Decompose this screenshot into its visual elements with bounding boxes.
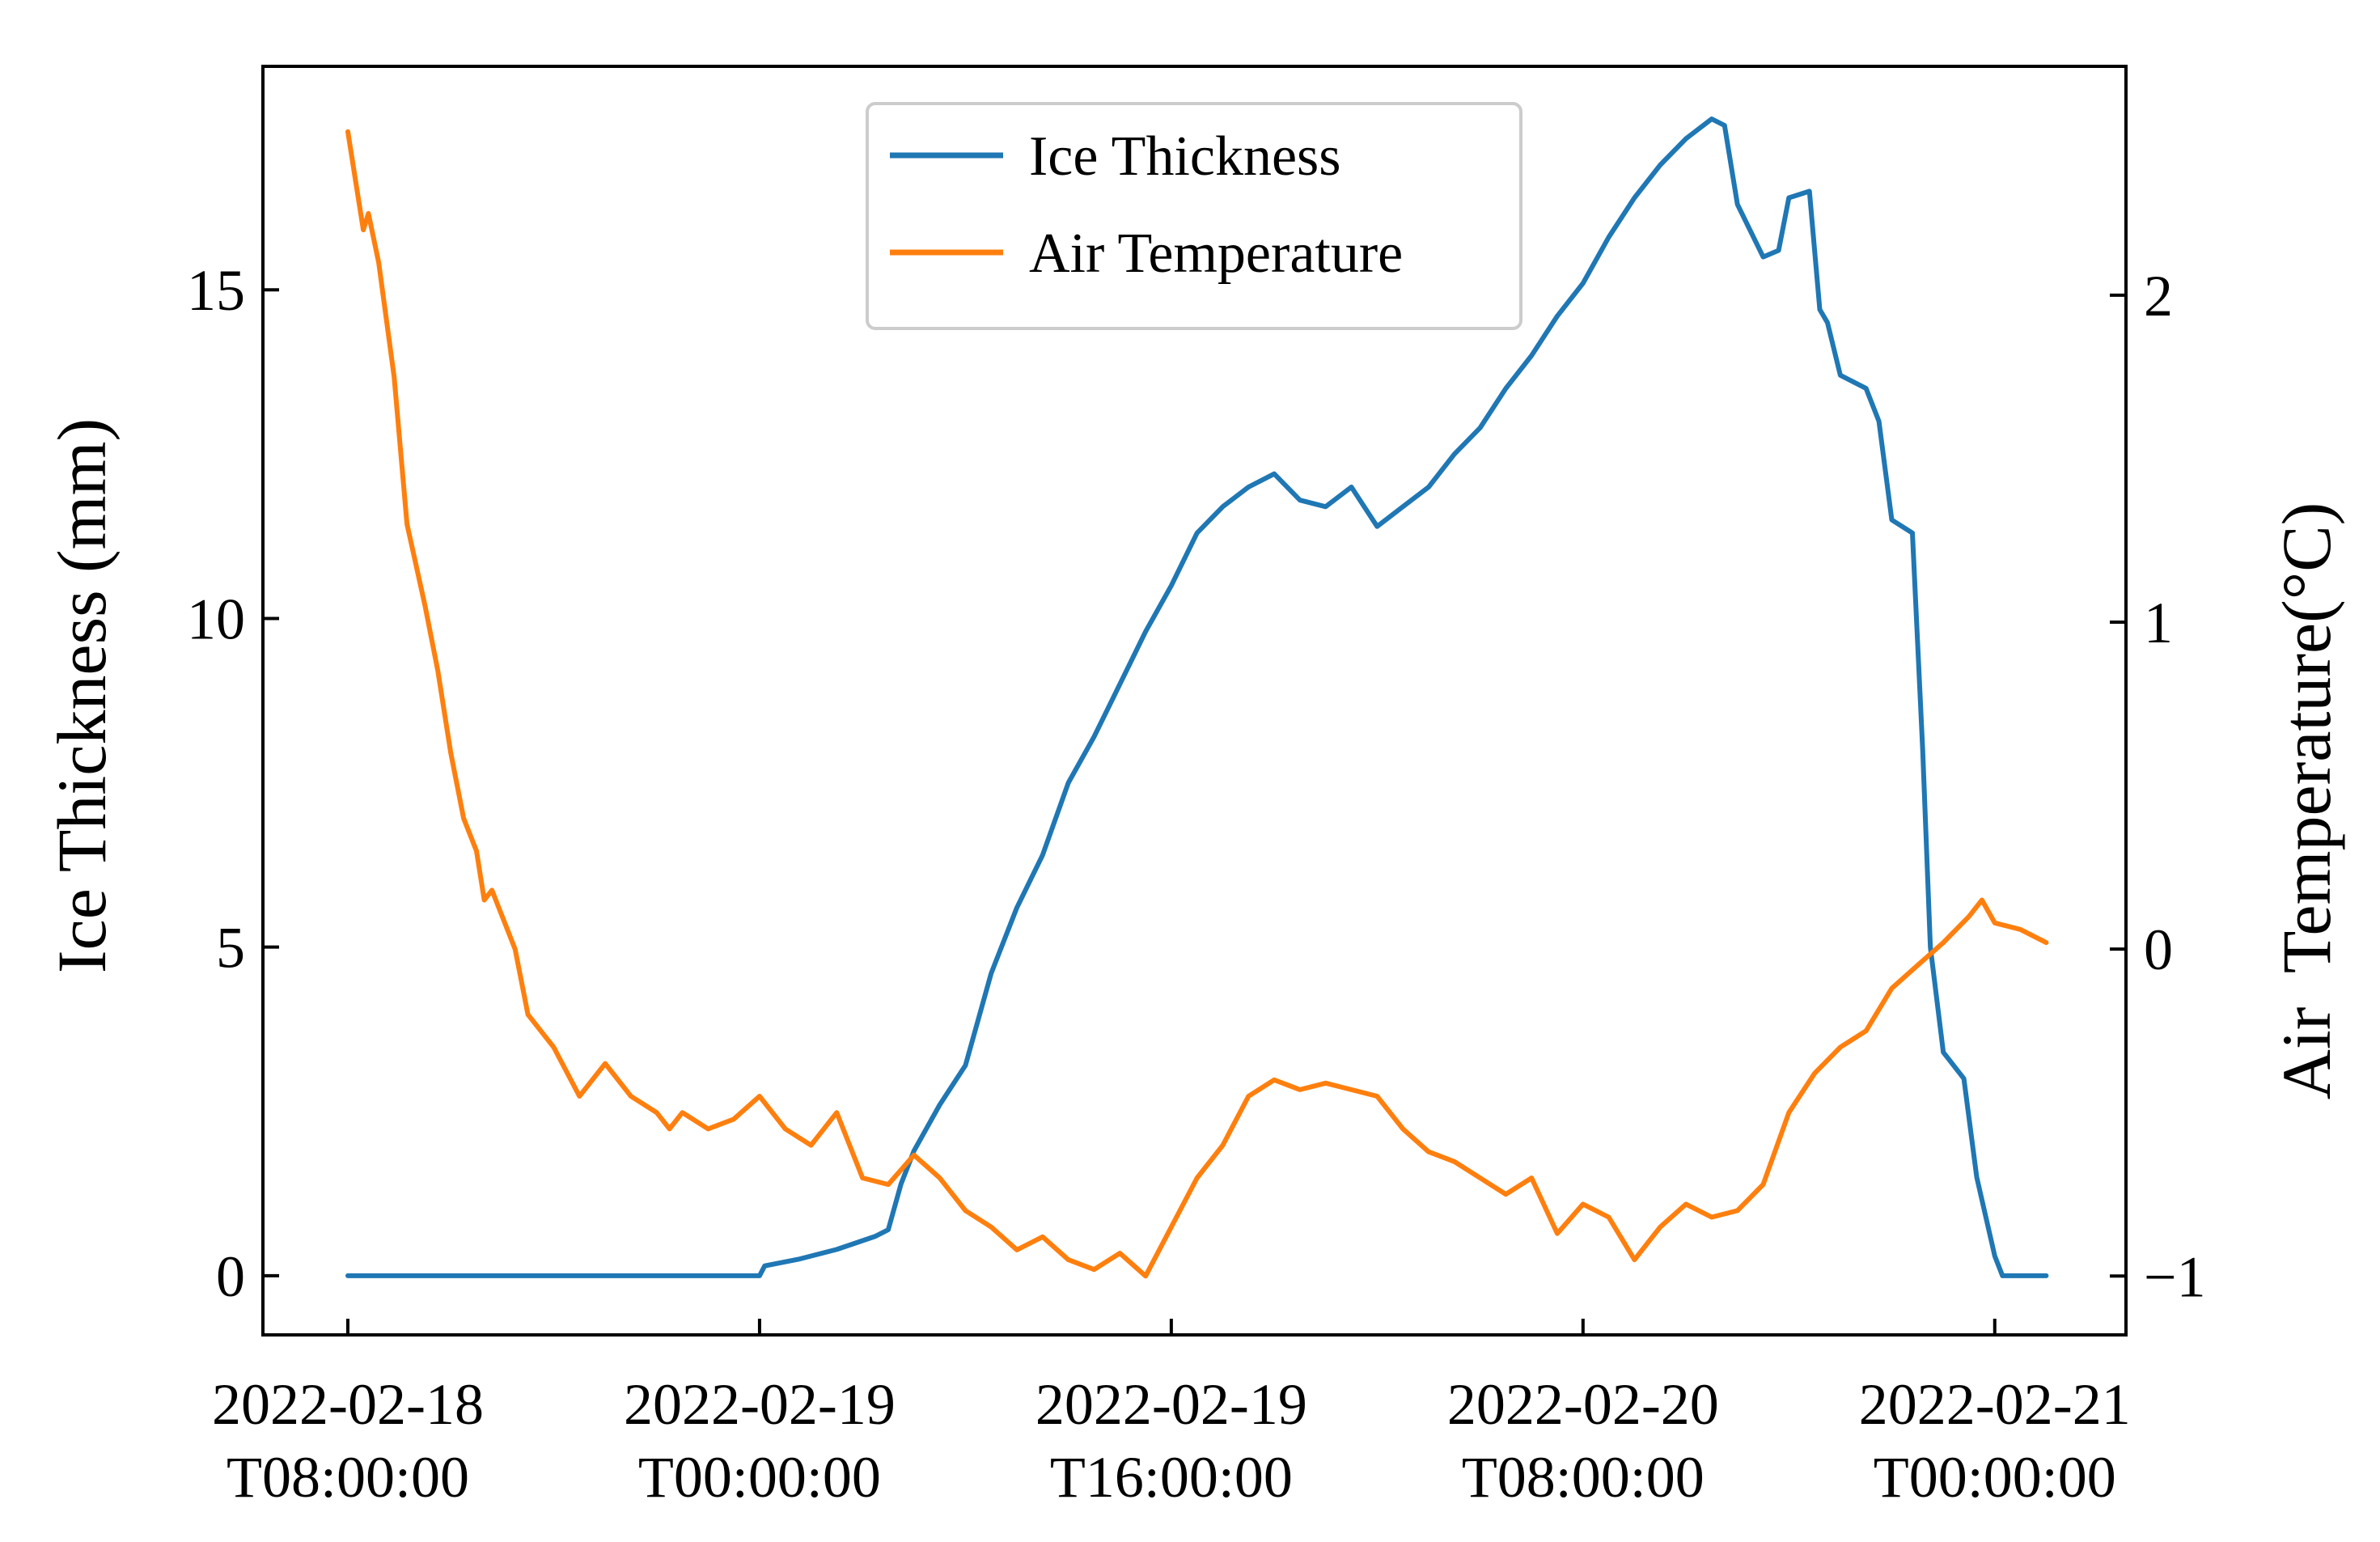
series-layer [345, 116, 2049, 1279]
legend-box [866, 102, 1522, 330]
right-y-tick-label: 0 [2144, 917, 2173, 982]
right-y-tick-label: 2 [2144, 264, 2173, 328]
x-tick-label-date: 2022-02-21 [1859, 1372, 2131, 1437]
right-y-tick-label: −1 [2144, 1244, 2206, 1309]
plot-frame [261, 65, 2128, 1337]
left-y-axis-label: Ice Thickness (mm) [43, 418, 121, 973]
left-y-axis: 0 5 10 15 [187, 258, 279, 1309]
x-tick-label-date: 2022-02-19 [1035, 1372, 1307, 1437]
left-y-tick-label: 15 [187, 258, 245, 323]
x-tick-label-time: T00:00:00 [1874, 1445, 2116, 1510]
left-y-tick-label: 10 [187, 587, 245, 651]
x-tick-label-date: 2022-02-18 [212, 1372, 484, 1437]
right-y-tick-label: 1 [2144, 591, 2173, 655]
x-axis: 2022-02-18 T08:00:00 2022-02-19 T00:00:00 20… [212, 1319, 2131, 1510]
x-tick-label-date: 2022-02-20 [1447, 1372, 1719, 1437]
legend-label-ice-thickness: Ice Thickness [1029, 125, 1341, 188]
plot-area [345, 116, 2049, 1279]
right-y-axis-label: Air Temperature(°C) [2268, 502, 2345, 1099]
left-y-tick-label: 5 [216, 916, 245, 981]
legend-label-air-temperature: Air Temperature [1029, 222, 1403, 285]
legend: Ice Thickness Air Temperature [866, 102, 1522, 330]
x-tick-label-time: T16:00:00 [1050, 1445, 1293, 1510]
x-tick-label-date: 2022-02-19 [624, 1372, 896, 1437]
left-y-tick-label: 0 [216, 1244, 245, 1309]
right-y-axis: −1 0 1 2 [2110, 264, 2206, 1309]
series-line-ice-thickness [345, 116, 2049, 1278]
x-tick-label-time: T00:00:00 [638, 1445, 881, 1510]
series-line-air-temperature [345, 129, 2049, 1279]
x-tick-label-time: T08:00:00 [227, 1445, 469, 1510]
x-tick-label-time: T08:00:00 [1462, 1445, 1705, 1510]
